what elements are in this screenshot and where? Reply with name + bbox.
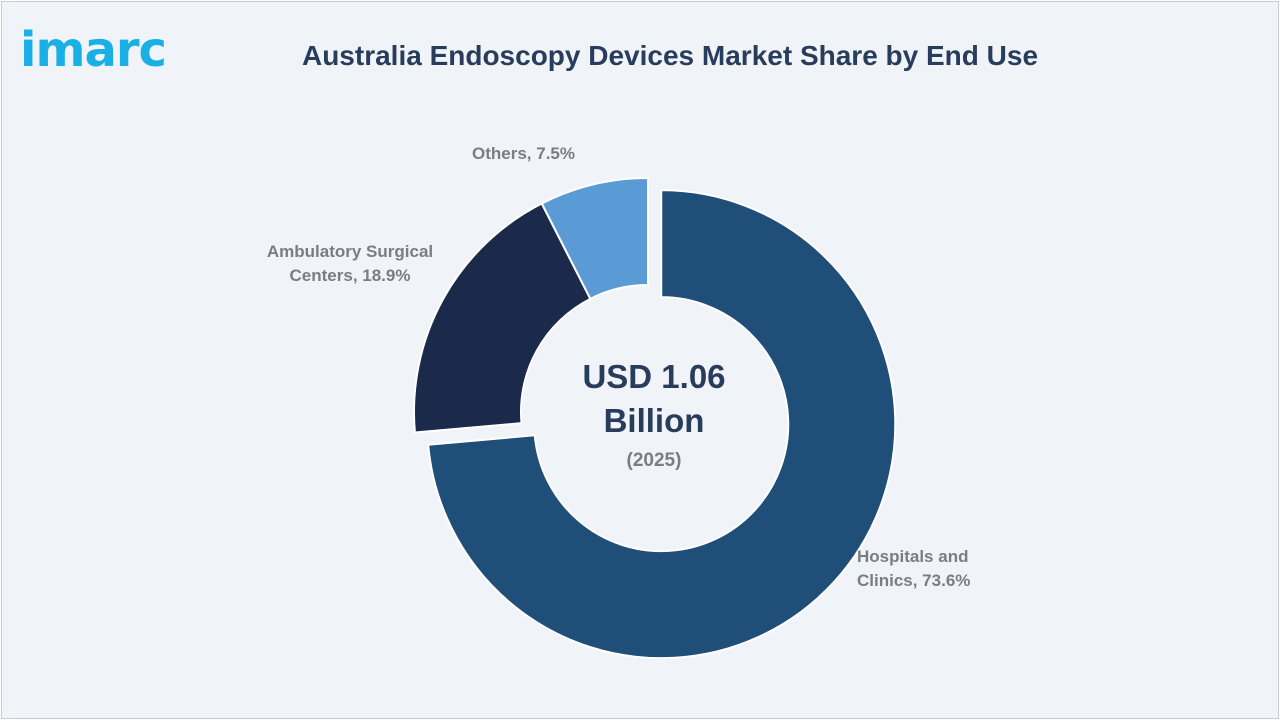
center-value: USD 1.06 Billion	[554, 355, 754, 443]
donut-slice-ambulatory-surgical-centers	[413, 202, 592, 434]
donut-slice-hospitals-and-clinics	[427, 189, 897, 660]
slice-label-hospitals-line1: Hospitals and	[857, 547, 969, 566]
center-value-line1: USD 1.06	[582, 358, 726, 395]
slice-label-ambulatory: Ambulatory Surgical Centers, 18.9%	[240, 240, 460, 288]
slice-label-others: Others, 7.5%	[472, 142, 575, 166]
slice-label-ambulatory-line2: Centers, 18.9%	[289, 266, 411, 285]
slice-label-hospitals: Hospitals and Clinics, 73.6%	[857, 545, 970, 593]
slice-label-others-text: Others, 7.5%	[472, 144, 575, 163]
logo-text: imarc	[20, 22, 167, 78]
slice-label-hospitals-line2: Clinics, 73.6%	[857, 571, 971, 590]
imarc-logo: imarc	[20, 20, 167, 80]
center-year: (2025)	[626, 450, 682, 471]
donut-slice-others	[540, 176, 649, 301]
slice-label-ambulatory-line1: Ambulatory Surgical	[266, 242, 434, 261]
center-value-line2: Billion	[603, 402, 705, 439]
chart-title: Australia Endoscopy Devices Market Share…	[301, 40, 1039, 71]
